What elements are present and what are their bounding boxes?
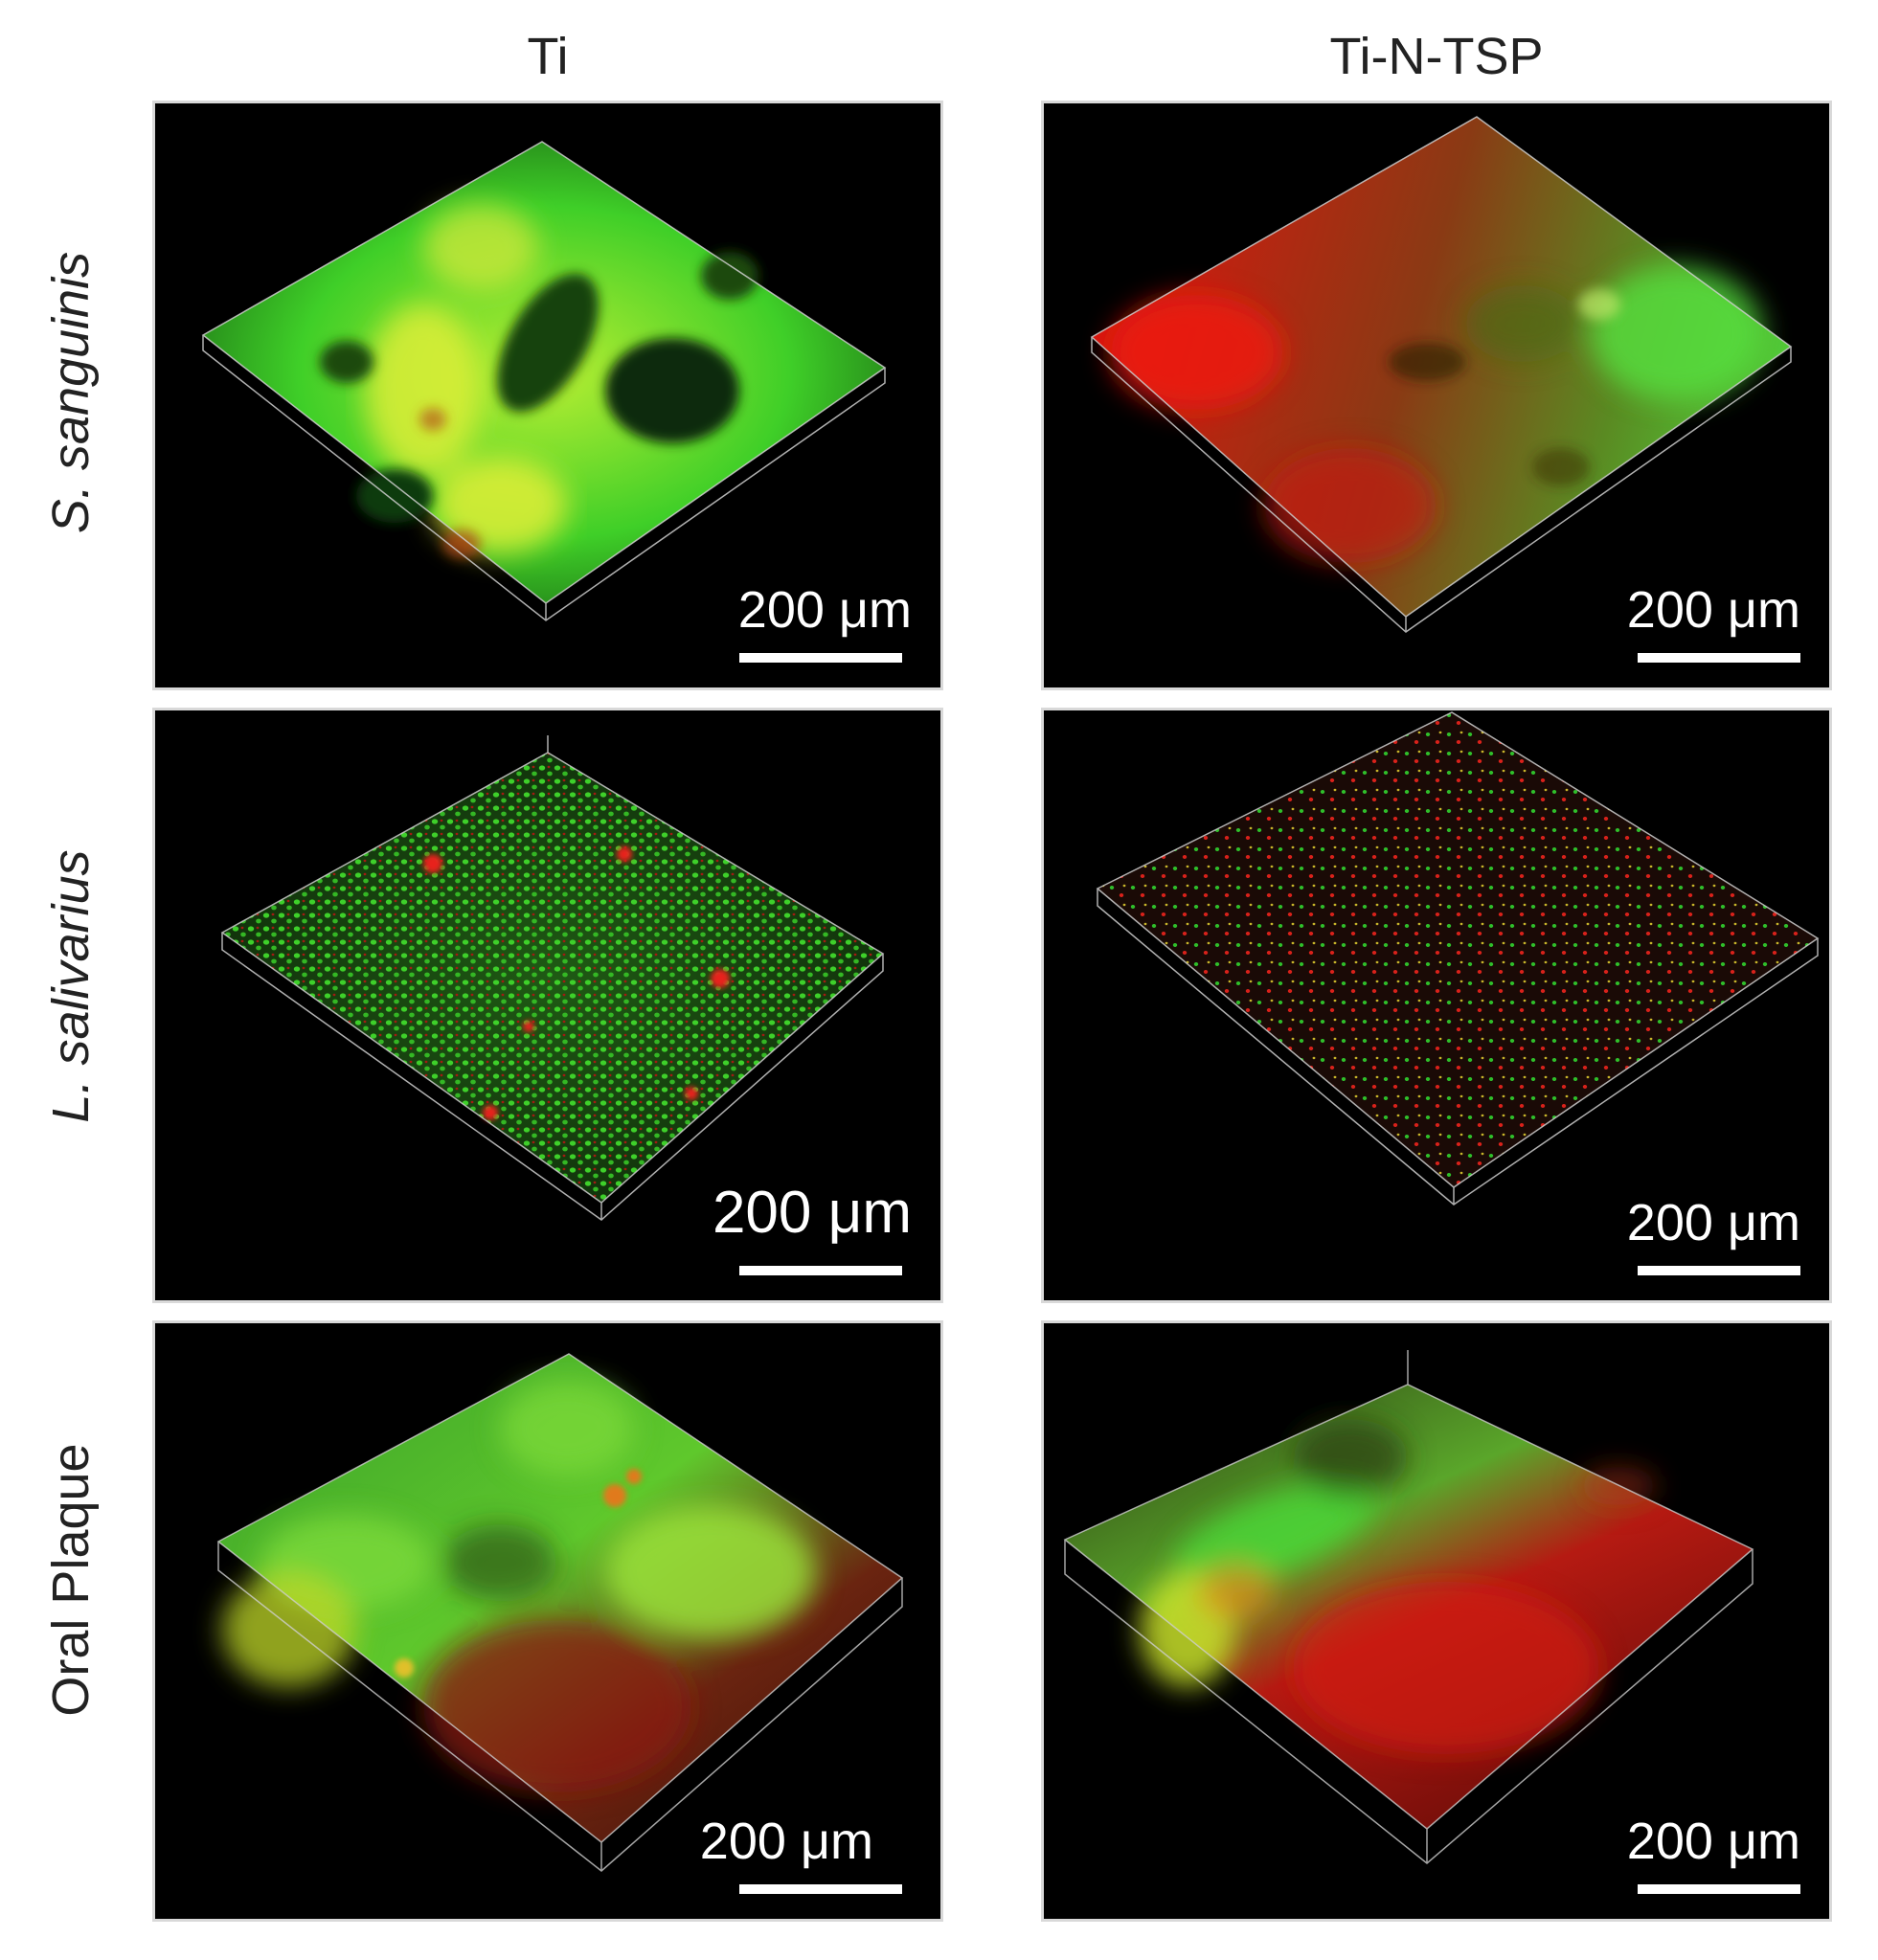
biofilm-3d-render <box>216 1353 904 1872</box>
scale-bar <box>739 1266 902 1275</box>
scale-bar-label: 200 μm <box>737 581 912 639</box>
column-title-ti: Ti <box>527 28 569 85</box>
scale-bar-label: 200 μm <box>699 1813 873 1870</box>
scale-bar <box>1638 653 1800 663</box>
scale-bar <box>1638 1266 1800 1275</box>
row-label-oral-plaque: Oral Plaque <box>42 1443 100 1717</box>
micrograph-ti-l-salivarius: 200 μm <box>155 710 940 1300</box>
micrograph-ti-s-sanguinis: 200 μm <box>155 103 940 687</box>
row-label-s-sanguinis: S. sanguinis <box>42 251 100 534</box>
column-title-ti-n-tsp: Ti-N-TSP <box>1329 28 1544 85</box>
micrograph-ti-oral-plaque: 200 μm <box>155 1323 940 1919</box>
biofilm-3d-render <box>201 141 887 621</box>
biofilm-3d-render <box>220 735 885 1221</box>
scale-bar-label: 200 μm <box>1626 1194 1800 1251</box>
row-label-l-salivarius: L. salivarius <box>42 849 100 1123</box>
scale-bar-label: 200 μm <box>712 1180 912 1246</box>
micrograph-ti-n-tsp-s-sanguinis: 200 μm <box>1044 103 1829 687</box>
biofilm-3d-render <box>1096 711 1820 1205</box>
scale-bar-label: 200 μm <box>1626 581 1800 639</box>
biofilm-3d-render <box>1063 1350 1754 1864</box>
micrograph-ti-n-tsp-oral-plaque: 200 μm <box>1044 1323 1829 1919</box>
micrograph-ti-n-tsp-l-salivarius: 200 μm <box>1044 710 1829 1300</box>
biofilm-3d-render <box>1090 116 1793 633</box>
scale-bar <box>739 1884 902 1894</box>
scale-bar <box>739 653 902 663</box>
scale-bar-label: 200 μm <box>1626 1813 1800 1870</box>
scale-bar <box>1638 1884 1800 1894</box>
